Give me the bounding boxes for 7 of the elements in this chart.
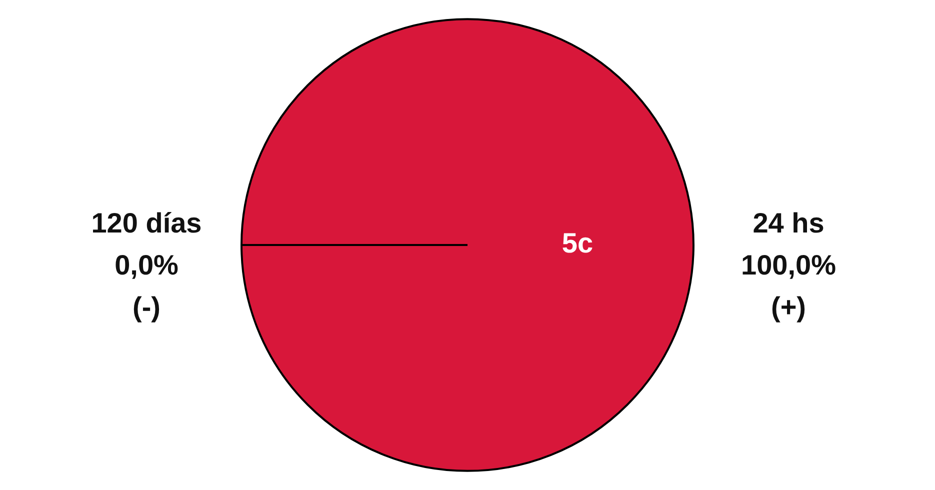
- text: 0,0%: [114, 250, 178, 281]
- category-label: 120 días: [91, 208, 202, 239]
- text: (-): [132, 292, 160, 323]
- text: 5c: [562, 228, 594, 259]
- data-label: 100,0%: [741, 250, 836, 281]
- slice-label: 24 hs: [752, 208, 824, 239]
- text: (+): [771, 292, 806, 323]
